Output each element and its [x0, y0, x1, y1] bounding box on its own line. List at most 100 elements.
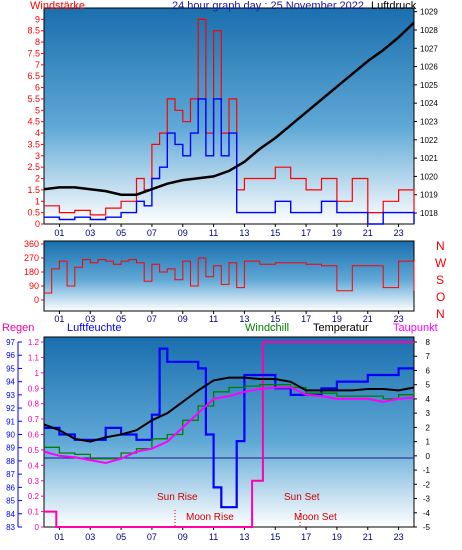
rain-tick-label: 0.9 [28, 384, 40, 393]
temperature-legend: Temperatur [313, 322, 369, 334]
x-tick-label: 21 [363, 314, 373, 324]
humidity-tick-label: 92 [6, 404, 15, 413]
x-tick-label: 05 [116, 314, 126, 324]
direction-tick-label: 0 [34, 295, 39, 305]
rain-tick-label: 1.1 [28, 353, 40, 362]
wind-tick-label: 0 [35, 219, 40, 229]
x-tick-label: 13 [239, 228, 249, 238]
temperature-tick-label: 6 [426, 366, 431, 375]
humidity-tick-label: 86 [6, 483, 15, 492]
temperature-tick-label: -4 [423, 509, 431, 518]
moon-rise-label: Moon Rise [186, 512, 234, 523]
x-tick-label: 17 [301, 532, 311, 542]
humidity-axis-title: Luftfeuchte [67, 322, 121, 334]
humidity-tick-label: 91 [6, 417, 15, 426]
rain-series [44, 341, 414, 528]
x-tick-label: 19 [332, 532, 342, 542]
pressure-tick-label: 1027 [420, 44, 438, 53]
wind-tick-label: 3 [35, 151, 40, 161]
pressure-tick-label: 1022 [420, 136, 438, 145]
x-tick-label: 19 [332, 228, 342, 238]
pressure-tick-label: 1019 [420, 191, 438, 200]
humidity-tick-label: 88 [6, 457, 15, 466]
x-tick-label: 09 [178, 532, 188, 542]
moon-set-label: Moon Set [294, 512, 337, 523]
direction-o: O [436, 290, 445, 304]
pressure-tick-label: 1020 [420, 172, 438, 181]
humidity-panel-bg [43, 336, 415, 528]
sun-rise-label: Sun Rise [157, 492, 198, 503]
temperature-tick-label: 3 [426, 409, 431, 418]
x-tick-label: 13 [239, 314, 249, 324]
wind-direction-series [44, 257, 415, 294]
direction-n-top: N [436, 239, 445, 253]
humidity-tick-label: 95 [6, 364, 15, 373]
wind-tick-label: 7.5 [27, 48, 40, 58]
pressure-tick-label: 1024 [420, 99, 438, 108]
wind-tick-label: 1.5 [27, 185, 40, 195]
dewpoint-series [43, 386, 415, 465]
pressure-axis-title: Luftdruck [371, 0, 417, 12]
temperature-tick-label: 0 [426, 452, 431, 461]
wind-tick-label: 5.5 [27, 94, 40, 104]
wind-tick-label: 1 [35, 196, 40, 206]
x-tick-label: 05 [116, 532, 126, 542]
rain-tick-label: 0.1 [28, 508, 40, 517]
temperature-tick-label: 8 [426, 338, 431, 347]
pressure-tick-label: 1026 [420, 63, 438, 72]
rain-tick-label: 1 [35, 369, 40, 378]
x-tick-label: 11 [209, 314, 218, 324]
x-tick-label: 13 [239, 532, 249, 542]
temperature-tick-label: 7 [426, 352, 431, 361]
rain-tick-label: 0.7 [28, 415, 40, 424]
rain-tick-label: 0 [35, 523, 40, 532]
x-tick-label: 21 [363, 532, 373, 542]
x-tick-label: 23 [394, 314, 404, 324]
wind-tick-label: 8.5 [27, 26, 40, 36]
x-tick-label: 05 [116, 228, 126, 238]
humidity-tick-label: 90 [6, 431, 15, 440]
wind-tick-label: 6 [35, 83, 40, 93]
x-tick-label: 07 [147, 532, 157, 542]
humidity-series [44, 347, 414, 509]
humidity-tick-label: 84 [6, 510, 15, 519]
temperature-tick-label: 5 [426, 381, 431, 390]
temperature-tick-label: 2 [426, 423, 431, 432]
windchill-legend: Windchill [245, 322, 289, 334]
temperature-tick-label: -3 [423, 495, 431, 504]
pressure-tick-label: 1025 [420, 81, 438, 90]
pressure-tick-label: 1028 [420, 26, 438, 35]
humidity-tick-label: 83 [6, 523, 15, 532]
humidity-tick-label: 87 [6, 470, 15, 479]
temperature-tick-label: 4 [426, 395, 431, 404]
humidity-tick-label: 89 [6, 444, 15, 453]
sun-set-label: Sun Set [284, 492, 320, 503]
direction-s: S [436, 273, 444, 287]
direction-tick-label: 180 [24, 267, 39, 277]
x-tick-label: 15 [270, 228, 280, 238]
x-tick-label: 15 [270, 532, 280, 542]
pressure-tick-label: 1023 [420, 117, 438, 126]
humidity-tick-label: 96 [6, 351, 15, 360]
rain-tick-label: 0.5 [28, 446, 40, 455]
wind-tick-label: 4.5 [27, 117, 40, 127]
humidity-tick-label: 85 [6, 497, 15, 506]
x-tick-label: 17 [301, 314, 311, 324]
rain-tick-label: 0.3 [28, 477, 40, 486]
pressure-tick-label: 1018 [420, 209, 438, 218]
wind-tick-label: 8 [35, 37, 40, 47]
direction-n-bottom: N [436, 307, 445, 321]
rain-tick-label: 1.2 [28, 338, 40, 347]
wind-tick-label: 2 [35, 174, 40, 184]
x-tick-label: 11 [209, 228, 218, 238]
temperature-tick-label: -5 [423, 523, 431, 532]
temperature-series [43, 376, 415, 443]
x-tick-label: 07 [147, 314, 157, 324]
x-tick-label: 23 [394, 228, 404, 238]
humidity-tick-label: 97 [6, 338, 15, 347]
temperature-tick-label: -2 [423, 480, 431, 489]
wind-tick-label: 9 [35, 14, 40, 24]
temperature-tick-label: -1 [423, 466, 431, 475]
temperature-tick-label: 1 [426, 438, 431, 447]
x-tick-label: 11 [209, 532, 218, 542]
